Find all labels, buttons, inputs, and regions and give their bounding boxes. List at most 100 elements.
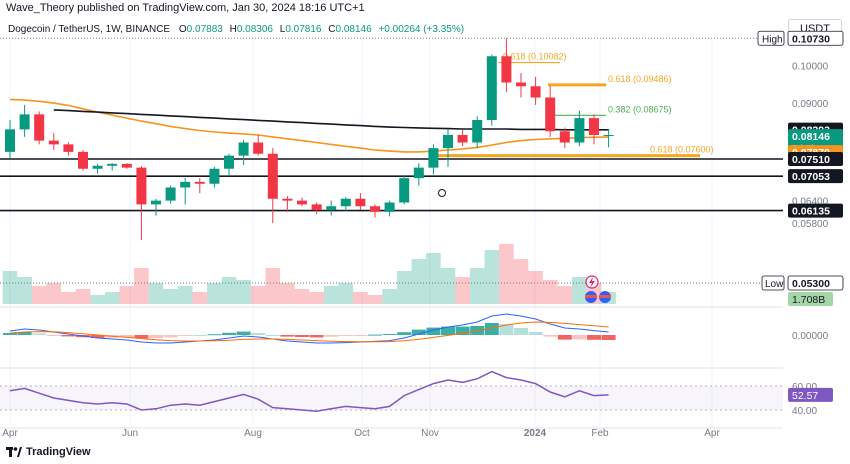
symbol-label[interactable]: Dogecoin / TetherUS, 1W, BINANCE <box>8 24 171 35</box>
low-price-bg <box>787 275 844 291</box>
volume-bar <box>236 280 251 304</box>
y-tick-label: 0.09000 <box>792 99 829 110</box>
volume-bar <box>148 283 164 304</box>
candle-body <box>370 206 380 212</box>
grid-lines <box>0 37 783 429</box>
candle-body <box>282 198 293 201</box>
x-tick-label: Apr <box>704 428 720 439</box>
macd-hist-bar <box>455 326 470 335</box>
macd-hist-bar <box>324 335 339 337</box>
low-label: L <box>279 24 286 35</box>
volume-bar <box>163 289 178 304</box>
x-tick-label: 2024 <box>524 428 547 439</box>
candle-body <box>209 168 220 184</box>
low-price-label: 0.05300 <box>792 278 830 290</box>
candle-body <box>472 120 483 143</box>
candle-body <box>107 163 118 166</box>
volume-bar <box>134 268 149 304</box>
flag-stripe-icon <box>585 295 597 298</box>
candle-body <box>413 167 424 179</box>
change-value: +0.00264 (+3.35%) <box>378 24 465 35</box>
candle-body <box>399 178 410 203</box>
tradingview-logo-icon <box>6 447 22 458</box>
high-price-border <box>787 30 844 46</box>
volume-bar <box>557 286 573 304</box>
volume-bar <box>192 292 208 304</box>
volume-bar <box>542 280 558 304</box>
candle-body <box>194 181 205 184</box>
macd-line <box>9 313 609 344</box>
candle-body <box>326 206 337 210</box>
volume-bar <box>17 277 32 304</box>
macd-hist-bar <box>222 332 236 335</box>
fib-label-0: 0.618 (0.10082) <box>503 52 567 62</box>
macd-hist-bar <box>46 335 61 336</box>
candle-body <box>297 200 307 205</box>
volume-label-bg <box>788 292 833 306</box>
volume-bar <box>90 295 105 304</box>
volume-bar <box>353 292 368 304</box>
macd-hist-bar <box>514 328 528 335</box>
macd-hist-bar <box>382 334 397 335</box>
macd-hist-bar <box>119 335 134 338</box>
close-label: C <box>328 24 336 35</box>
ema200-line <box>53 109 609 131</box>
macd-hist-bar <box>236 331 251 335</box>
rsi-current-bg <box>788 387 833 402</box>
fib-label-2: 0.382 (0.08675) <box>608 104 672 114</box>
volume-bar <box>221 277 237 304</box>
time-axis: Apr Jun Aug Oct Nov 2024 Feb Apr <box>2 428 720 439</box>
macd-pane <box>3 313 616 344</box>
candlesticks <box>5 38 614 240</box>
macd-hist-bar <box>587 335 601 340</box>
macd-hist-bar <box>61 335 76 337</box>
support-price-label-1-bg <box>788 169 843 184</box>
volume-bar <box>207 283 222 304</box>
volume-label: 1.708B <box>792 294 825 306</box>
rsi-y-tick-label: 60.00 <box>792 382 817 393</box>
candle-body <box>559 131 570 143</box>
volume-bar <box>31 286 47 304</box>
macd-hist-bar <box>397 332 412 335</box>
candle-body <box>165 187 176 201</box>
price-axis: 0.100000.090000.080000.070000.064000.058… <box>757 30 844 417</box>
tradingview-brand[interactable]: TradingView <box>6 446 91 458</box>
ema50-line <box>9 98 609 153</box>
candle-body <box>121 163 132 168</box>
high-tag-label: High <box>762 34 783 45</box>
candle-body <box>428 148 439 168</box>
support-price-label-0-bg <box>788 152 843 166</box>
volume-bar <box>2 271 18 304</box>
brand-label: TradingView <box>26 446 91 458</box>
candle-body <box>355 198 366 207</box>
macd-hist-bar <box>543 335 558 337</box>
signal-line <box>9 321 609 343</box>
rsi-pane <box>9 370 609 412</box>
macd-hist-bar <box>280 335 295 337</box>
macd-hist-bar <box>295 335 309 337</box>
rsi-line <box>9 370 609 412</box>
x-tick-label: Nov <box>421 428 439 439</box>
rsi-current-label: 52.57 <box>792 390 818 402</box>
volume-bar <box>513 259 529 304</box>
lightning-bolt-icon <box>589 277 595 288</box>
fib-levels: 0.618 (0.10082) 0.618 (0.09486) 0.382 (0.0… <box>430 52 714 158</box>
candle-body <box>589 118 599 135</box>
low-tag-label: Low <box>765 279 784 290</box>
volume-bar <box>338 283 354 304</box>
candle-body <box>136 167 147 205</box>
rsi-y-tick-label: 40.00 <box>792 406 817 417</box>
volume-bar <box>177 286 193 304</box>
volume-bar <box>280 283 295 304</box>
candle-body <box>384 202 395 212</box>
volume-bar <box>382 289 397 304</box>
volume-bar <box>469 268 485 304</box>
candle-body <box>224 155 234 169</box>
macd-hist-bar <box>557 335 572 340</box>
macd-hist-bar <box>3 333 17 335</box>
candle-body <box>545 97 556 132</box>
macd-hist-bar <box>265 335 280 336</box>
marker-circle-icon <box>438 189 446 197</box>
volume-bar <box>367 295 383 304</box>
